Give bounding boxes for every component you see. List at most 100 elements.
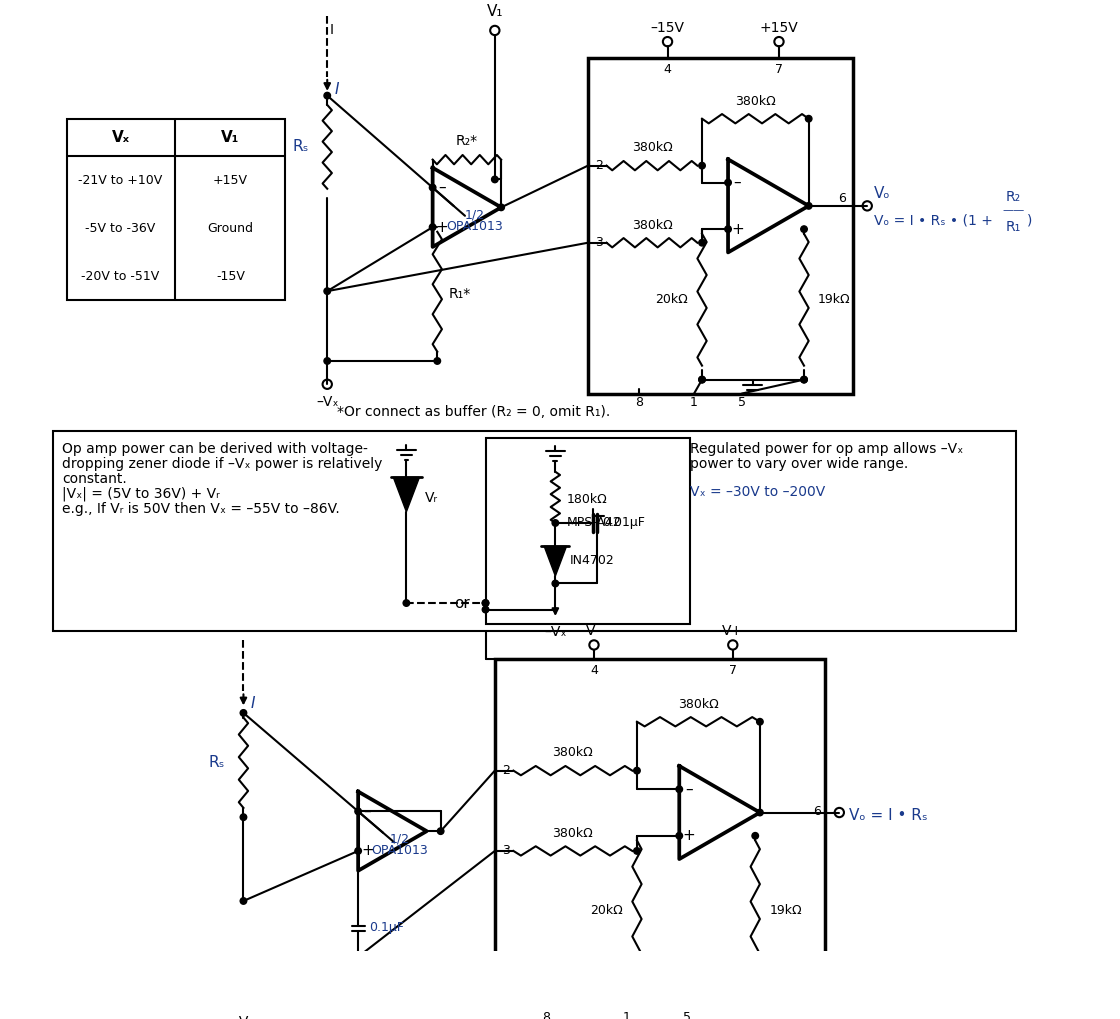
Text: Regulated power for op amp allows –Vₓ: Regulated power for op amp allows –Vₓ <box>690 442 963 455</box>
Text: +15V: +15V <box>213 173 248 186</box>
Circle shape <box>634 990 641 998</box>
Circle shape <box>699 239 706 246</box>
Text: –15V: –15V <box>651 21 684 35</box>
Circle shape <box>805 115 812 122</box>
Circle shape <box>483 600 488 606</box>
Circle shape <box>634 767 641 773</box>
Circle shape <box>634 848 641 854</box>
Text: 3: 3 <box>502 845 510 857</box>
Text: 380kΩ: 380kΩ <box>552 747 594 759</box>
Circle shape <box>805 203 812 209</box>
Text: 1/2: 1/2 <box>390 833 410 845</box>
Circle shape <box>324 358 330 364</box>
Text: +: + <box>361 844 374 858</box>
Circle shape <box>492 176 498 182</box>
Text: IN4702: IN4702 <box>569 553 614 567</box>
Text: 7: 7 <box>729 663 737 677</box>
Text: –: – <box>684 782 692 797</box>
Circle shape <box>240 814 246 820</box>
Text: *Or connect as buffer (R₂ = 0, omit R₁).: *Or connect as buffer (R₂ = 0, omit R₁). <box>336 405 609 419</box>
Text: -15V: -15V <box>216 270 245 283</box>
Circle shape <box>429 224 436 230</box>
Text: 1/2: 1/2 <box>465 208 484 221</box>
Text: Vᵣ: Vᵣ <box>424 491 438 504</box>
Circle shape <box>355 808 362 814</box>
Circle shape <box>699 376 706 383</box>
Text: Vₒ: Vₒ <box>874 186 890 201</box>
Text: +: + <box>682 828 694 844</box>
Polygon shape <box>544 546 567 576</box>
Text: -5V to -36V: -5V to -36V <box>85 222 156 234</box>
Text: Vₒ = I • Rₛ • (1 +: Vₒ = I • Rₛ • (1 + <box>874 213 992 227</box>
Text: +: + <box>436 220 448 234</box>
Text: –: – <box>438 180 446 195</box>
Text: power to vary over wide range.: power to vary over wide range. <box>690 457 908 471</box>
Bar <box>53 431 1016 631</box>
Circle shape <box>498 204 504 211</box>
Text: |Vₓ| = (5V to 36V) + Vᵣ: |Vₓ| = (5V to 36V) + Vᵣ <box>62 487 220 501</box>
Text: -21V to +10V: -21V to +10V <box>78 173 162 186</box>
Text: Vₓ: Vₓ <box>112 130 130 145</box>
Text: OPA1013: OPA1013 <box>446 220 503 233</box>
Text: 6: 6 <box>838 193 846 205</box>
Circle shape <box>240 709 246 716</box>
Text: 19kΩ: 19kΩ <box>769 904 802 917</box>
Text: ——: —— <box>1002 206 1025 216</box>
Circle shape <box>699 376 706 383</box>
Text: 380kΩ: 380kΩ <box>632 142 672 155</box>
Text: R₁*: R₁* <box>448 287 470 301</box>
Text: constant.: constant. <box>62 472 127 486</box>
Text: V–: V– <box>586 625 603 639</box>
Circle shape <box>435 358 440 364</box>
Text: or: or <box>455 595 470 610</box>
Text: –Vₓ: –Vₓ <box>232 1015 254 1019</box>
Circle shape <box>483 606 488 612</box>
Circle shape <box>240 898 246 904</box>
Bar <box>495 659 825 1008</box>
Text: ): ) <box>1027 213 1033 227</box>
Text: 4: 4 <box>590 663 598 677</box>
Text: +: + <box>731 222 744 236</box>
Circle shape <box>324 288 330 294</box>
Text: 20kΩ: 20kΩ <box>655 293 688 306</box>
Text: Rₛ: Rₛ <box>292 140 309 154</box>
Text: 0.01µF: 0.01µF <box>601 517 645 530</box>
Text: I: I <box>251 696 255 711</box>
Text: 5: 5 <box>682 1011 691 1019</box>
Text: Ground: Ground <box>207 222 253 234</box>
Circle shape <box>403 600 410 606</box>
Text: 2: 2 <box>502 764 510 777</box>
Circle shape <box>324 93 330 99</box>
Text: R₁: R₁ <box>1006 220 1021 233</box>
Circle shape <box>676 833 682 839</box>
Text: 19kΩ: 19kΩ <box>818 293 850 306</box>
Text: 5: 5 <box>738 396 746 410</box>
Text: 1: 1 <box>690 396 698 410</box>
Text: 380kΩ: 380kΩ <box>678 698 719 710</box>
Text: R₂*: R₂* <box>456 135 478 149</box>
Text: OPA1013: OPA1013 <box>372 844 428 857</box>
Circle shape <box>699 162 706 169</box>
Circle shape <box>240 954 246 960</box>
Text: –Vₓ: –Vₓ <box>316 395 338 410</box>
Text: V₁: V₁ <box>486 4 503 19</box>
Bar <box>485 438 690 624</box>
Text: –: – <box>364 804 371 819</box>
Text: Vₓ = –30V to –200V: Vₓ = –30V to –200V <box>690 485 825 499</box>
Circle shape <box>801 376 808 383</box>
Text: 2: 2 <box>596 159 604 172</box>
Bar <box>66 119 286 301</box>
Text: 20kΩ: 20kΩ <box>590 904 623 917</box>
Text: 7: 7 <box>775 63 783 76</box>
Text: Rₛ: Rₛ <box>208 755 225 769</box>
Text: e.g., If Vᵣ is 50V then Vₓ = –55V to –86V.: e.g., If Vᵣ is 50V then Vₓ = –55V to –86… <box>62 501 339 516</box>
Circle shape <box>757 718 763 725</box>
Circle shape <box>552 580 559 587</box>
Text: 1: 1 <box>623 1011 631 1019</box>
Text: –Vₓ: –Vₓ <box>544 626 567 639</box>
Text: 3: 3 <box>596 236 604 250</box>
Text: 380kΩ: 380kΩ <box>735 95 776 108</box>
Text: 380kΩ: 380kΩ <box>632 218 672 231</box>
Circle shape <box>355 848 362 854</box>
Text: 8: 8 <box>635 396 643 410</box>
